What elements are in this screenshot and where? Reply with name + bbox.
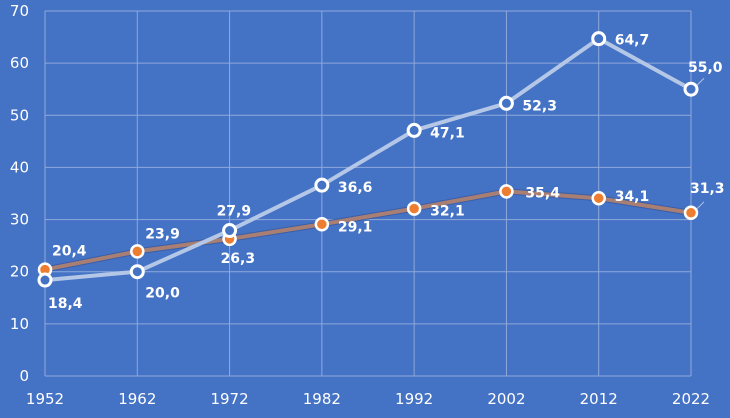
x-tick-label: 2002 — [487, 390, 525, 408]
series-light-point — [591, 31, 607, 47]
series-orange-point — [314, 217, 330, 232]
data-label: 27,9 — [217, 204, 252, 220]
label-leader-line — [696, 77, 705, 86]
data-label: 55,0 — [688, 60, 723, 76]
label-leader-line — [696, 201, 705, 210]
axis-labels: 0 10 20 30 40 50 60 70 1952 1962 1972 1982 1992 2002 2… — [10, 2, 710, 408]
y-tick-label: 70 — [10, 2, 29, 20]
data-label: 20,4 — [52, 244, 87, 260]
series-light-point — [406, 122, 422, 138]
x-tick-label: 1992 — [395, 390, 433, 408]
series-light-point — [129, 264, 145, 280]
series-orange-point — [130, 244, 145, 259]
series-light-point — [222, 223, 238, 239]
data-label: 64,7 — [615, 33, 650, 49]
series-light-line — [44, 36, 692, 283]
data-label: 31,3 — [690, 181, 725, 197]
series-orange-line — [44, 189, 692, 272]
data-label: 47,1 — [430, 125, 465, 141]
series — [37, 31, 699, 288]
series-light-point — [314, 177, 330, 193]
x-tick-label: 1962 — [118, 390, 156, 408]
data-labels: 20,4 23,9 26,3 29,1 32,1 35,4 34,1 31,3 18,4 20,0… — [48, 33, 725, 312]
data-label: 23,9 — [145, 226, 180, 242]
y-tick-label: 0 — [19, 367, 29, 385]
data-label: 29,1 — [338, 219, 373, 235]
x-tick-label: 2022 — [672, 390, 710, 408]
y-tick-label: 20 — [10, 263, 29, 281]
data-label: 20,0 — [145, 286, 180, 302]
series-orange-point — [406, 201, 422, 216]
y-tick-label: 40 — [10, 158, 29, 176]
x-tick-label: 2012 — [580, 390, 618, 408]
y-tick-label: 30 — [10, 211, 29, 229]
data-label: 32,1 — [430, 204, 465, 220]
x-tick-label: 1982 — [303, 390, 341, 408]
y-tick-label: 10 — [10, 315, 29, 333]
series-light-point — [683, 81, 699, 97]
data-label: 52,3 — [522, 98, 557, 114]
data-label: 18,4 — [48, 296, 83, 312]
y-tick-label: 50 — [10, 106, 29, 124]
data-label: 26,3 — [221, 251, 256, 267]
data-label: 35,4 — [525, 185, 560, 201]
data-label: 36,6 — [338, 180, 373, 196]
data-label: 34,1 — [615, 189, 650, 205]
x-tick-label: 1952 — [26, 390, 64, 408]
x-tick-label: 1972 — [210, 390, 248, 408]
y-tick-label: 60 — [10, 54, 29, 72]
series-orange-point — [499, 184, 514, 199]
series-light-point — [37, 272, 53, 288]
series-light-point — [498, 95, 514, 111]
series-orange-point — [591, 190, 606, 206]
series-orange-point — [683, 205, 699, 221]
